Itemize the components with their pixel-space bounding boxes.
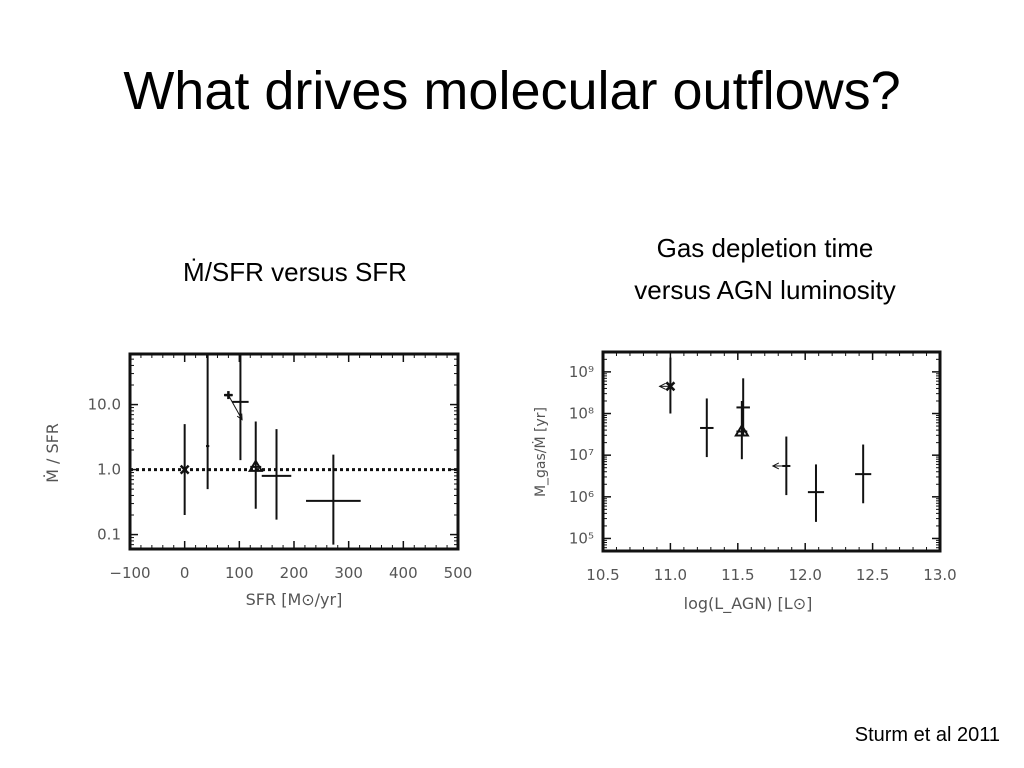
right-x-tick-label: 12.5 [856, 566, 889, 584]
left-x-axis-label: SFR [M⊙/yr] [246, 590, 343, 609]
left-x-tick-label: 500 [444, 564, 473, 582]
left-data-point [247, 421, 264, 509]
right-x-tick-label: 11.5 [721, 566, 754, 584]
right-subtitle-line-1: Gas depletion time [656, 233, 874, 263]
left-plot-frame [128, 352, 460, 551]
left-data-point [261, 429, 292, 520]
right-x-tick-label: 10.5 [586, 566, 619, 584]
left-shift-arrow-head [236, 413, 243, 421]
right-data-point [855, 444, 872, 504]
left-data-point [224, 391, 243, 421]
citation: Sturm et al 2011 [854, 724, 1000, 746]
right-limit-arrow-head [771, 462, 780, 470]
left-data-point [179, 424, 190, 516]
right-data-point [658, 357, 676, 414]
right-subtitle-line-2: versus AGN luminosity [634, 274, 896, 305]
right-x-axis-label: log(L_AGN) [L⊙] [684, 594, 813, 614]
left-marker-triangle [247, 458, 264, 472]
left-data-point [205, 354, 210, 490]
right-y-tick-label: 10⁵ [569, 529, 594, 547]
right-limit-arrow-head [658, 382, 666, 390]
right-y-tick-label: 10⁶ [569, 488, 594, 506]
left-data-point [232, 354, 249, 461]
right-x-tick-label: 12.0 [788, 566, 821, 584]
slide-title: What drives molecular outflows? [123, 61, 901, 121]
chart-depletion-time-vs-agn-luminosity: log(L_AGN) [L⊙] M_gas/Ṁ [yr] 10.5 11.0 11.… [531, 350, 957, 614]
left-marker-x [179, 464, 190, 475]
left-x-tick-label: 200 [280, 564, 309, 582]
left-y-axis-label: Ṁ / SFR [43, 423, 62, 483]
right-plot-frame [601, 350, 942, 553]
right-y-axis-label: M_gas/Ṁ [yr] [531, 407, 549, 497]
left-x-tick-label: 400 [389, 564, 418, 582]
left-y-tick-label: 10.0 [88, 396, 121, 414]
left-y-tick-label: 1.0 [97, 461, 121, 479]
right-data-point [807, 464, 825, 522]
right-marker-triangle [734, 423, 750, 437]
left-chart-subtitle: Ṁ/SFR versus SFR [183, 257, 407, 287]
right-x-tick-label: 11.0 [654, 566, 687, 584]
chart-outflow-rate-vs-sfr: SFR [M⊙/yr] Ṁ / SFR −100 0 100 200 300 400 500… [43, 352, 473, 609]
right-chart-subtitle: Gas depletion time versus AGN luminosity [560, 228, 970, 311]
right-data-point [736, 378, 750, 436]
left-x-tick-label: −100 [109, 564, 150, 582]
right-data-point [771, 436, 791, 496]
left-y-tick-label: 0.1 [97, 526, 121, 544]
left-data-point [306, 454, 361, 545]
right-y-tick-label: 10⁹ [569, 363, 594, 381]
left-x-tick-label: 100 [225, 564, 254, 582]
right-data-point [734, 400, 750, 460]
right-y-tick-label: 10⁷ [569, 446, 594, 464]
right-x-tick-label: 13.0 [923, 566, 956, 584]
left-x-tick-label: 0 [180, 564, 190, 582]
right-data-point [700, 398, 714, 458]
left-x-tick-label: 300 [334, 564, 363, 582]
right-y-tick-label: 10⁸ [569, 405, 594, 423]
